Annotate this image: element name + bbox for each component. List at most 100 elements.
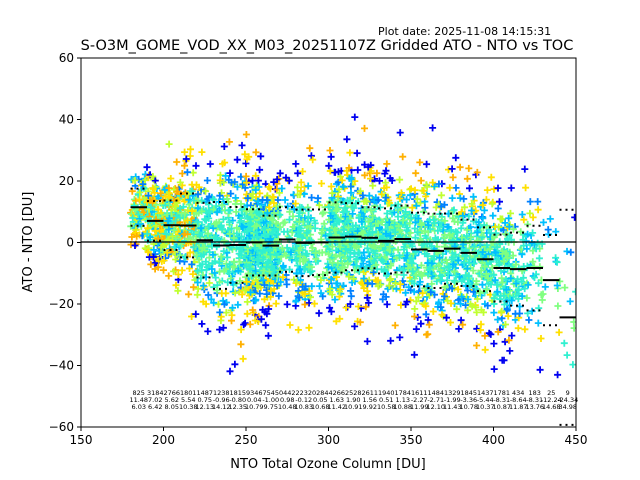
scatter-point <box>311 219 319 227</box>
bin-std-label: 10.37 <box>476 403 495 411</box>
scatter-point <box>276 169 284 177</box>
scatter-point <box>428 280 436 288</box>
scatter-point <box>436 223 444 231</box>
scatter-point <box>352 255 360 263</box>
scatter-point <box>283 300 291 308</box>
scatter-point <box>215 300 222 308</box>
scatter-point <box>416 158 424 166</box>
scatter-point <box>535 254 543 262</box>
scatter-point <box>521 325 529 333</box>
scatter-point <box>524 220 532 228</box>
scatter-point <box>367 167 375 175</box>
scatter-point <box>267 287 275 295</box>
bin-count-label: 434 <box>512 389 524 397</box>
scatter-point <box>242 262 250 270</box>
scatter-point <box>414 215 422 222</box>
scatter-point <box>172 281 180 289</box>
scatter-point <box>468 207 476 214</box>
scatter-point <box>372 261 380 269</box>
scatter-point <box>309 156 317 164</box>
scatter-point <box>299 283 307 291</box>
scatter-point <box>428 242 436 250</box>
scatter-point <box>286 216 293 224</box>
scatter-point <box>524 281 532 289</box>
scatter-point <box>459 321 467 329</box>
scatter-point <box>346 300 354 308</box>
scatter-point <box>147 260 155 268</box>
scatter-point <box>356 187 364 195</box>
scatter-point <box>483 286 491 294</box>
scatter-point <box>253 233 261 241</box>
scatter-point <box>344 197 352 205</box>
bin-mean-label: -12.24 <box>541 396 562 404</box>
scatter-point <box>261 295 268 303</box>
scatter-point <box>256 189 264 197</box>
scatter-point <box>487 281 495 288</box>
scatter-point <box>358 230 366 238</box>
bin-mean-label: -1.99 <box>444 396 461 404</box>
scatter-point <box>188 260 196 268</box>
scatter-point <box>501 338 509 346</box>
scatter-point <box>241 150 249 158</box>
bin-std-label: 12.13 <box>195 403 214 411</box>
scatter-point <box>216 326 224 334</box>
scatter-point <box>160 257 168 264</box>
scatter-point <box>143 230 151 238</box>
scatter-point <box>295 266 303 273</box>
x-tick-label: 400 <box>482 433 505 447</box>
scatter-point <box>297 227 305 235</box>
scatter-point <box>540 218 547 226</box>
scatter-point <box>454 257 462 265</box>
scatter-point <box>410 351 418 359</box>
scatter-point <box>303 250 311 258</box>
scatter-point <box>363 294 371 302</box>
bin-std-label: 14.68 <box>542 403 561 411</box>
bin-mean-label: -8.31 <box>526 396 543 404</box>
scatter-point <box>413 195 421 203</box>
scatter-point <box>246 320 254 328</box>
scatter-point <box>422 310 430 318</box>
scatter-point <box>190 283 197 291</box>
scatter-point <box>132 229 139 237</box>
scatter-point <box>476 289 484 297</box>
scatter-point <box>566 297 574 305</box>
scatter-point <box>228 311 236 319</box>
bin-std-label: 11.43 <box>443 403 462 411</box>
scatter-point <box>318 229 326 237</box>
scatter-point <box>472 303 480 311</box>
scatter-point <box>462 271 470 279</box>
bin-mean-label: 0.04 <box>247 396 261 404</box>
scatter-point <box>457 300 465 308</box>
scatter-point <box>374 196 382 204</box>
scatter-point <box>429 124 437 132</box>
scatter-point <box>449 214 457 222</box>
scatter-point <box>397 189 405 197</box>
scatter-point <box>270 225 278 233</box>
scatter-point <box>535 279 542 287</box>
scatter-point <box>478 281 486 289</box>
scatter-point <box>178 170 186 177</box>
scatter-point <box>360 249 368 256</box>
scatter-point <box>449 173 457 181</box>
scatter-point <box>528 239 536 247</box>
scatter-point <box>251 244 259 252</box>
scatter-point <box>270 178 278 186</box>
scatter-point <box>174 287 182 295</box>
scatter-point <box>294 287 302 295</box>
scatter-point <box>489 239 497 247</box>
scatter-point <box>296 252 304 260</box>
scatter-point <box>461 252 469 260</box>
scatter-point <box>361 161 369 169</box>
scatter-point <box>198 196 206 204</box>
scatter-point <box>308 282 316 290</box>
scatter-point <box>479 248 487 256</box>
scatter-point <box>238 291 246 298</box>
scatter-point <box>261 224 269 232</box>
bin-std-label: 11.42 <box>327 403 346 411</box>
scatter-point <box>382 194 390 202</box>
scatter-point <box>534 198 542 206</box>
scatter-point <box>336 243 344 251</box>
scatter-point <box>269 266 277 274</box>
scatter-point <box>536 366 544 374</box>
scatter-point <box>170 267 178 275</box>
